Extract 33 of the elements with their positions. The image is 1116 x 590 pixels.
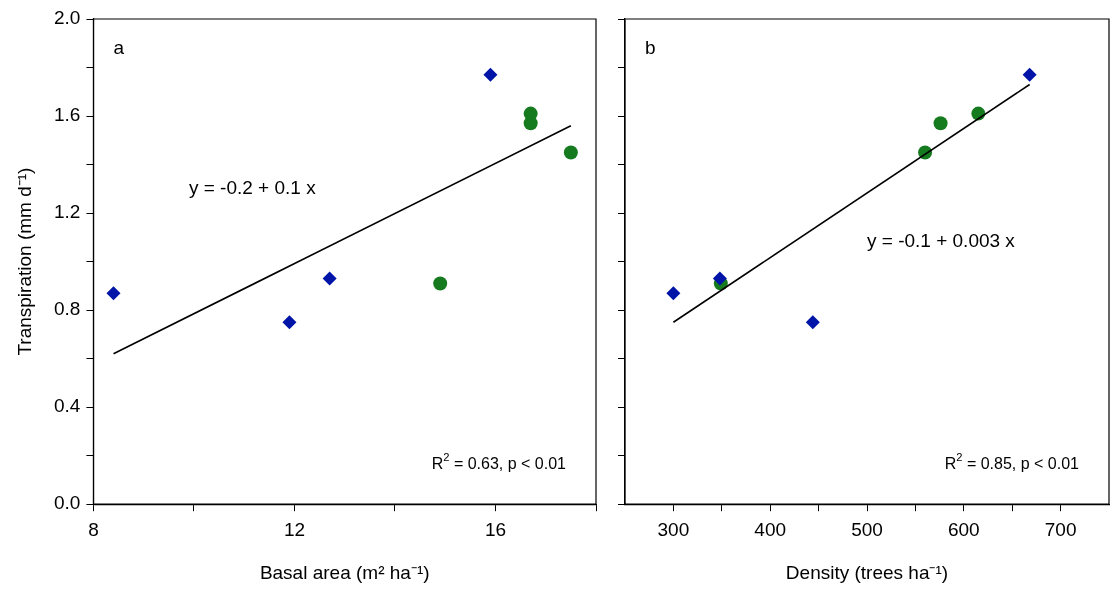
y-tick-label: 1.6 (53, 104, 81, 126)
x-axis-title: Density (trees ha⁻¹) (785, 562, 949, 584)
point (1022, 67, 1037, 82)
y-tick-label: 2.0 (53, 7, 81, 29)
x-tick-label: 400 (754, 518, 787, 540)
x-axis-title: Basal area (m² ha⁻¹) (259, 562, 430, 584)
point (933, 116, 948, 131)
point (282, 315, 297, 330)
point (433, 276, 448, 291)
annotation: y = -0.2 + 0.1 x (188, 177, 317, 199)
point (483, 67, 498, 82)
annotation: y = -0.1 + 0.003 x (867, 230, 1016, 252)
x-tick-label: 600 (947, 518, 980, 540)
x-tick-label: 12 (283, 518, 306, 540)
annotation: b (645, 37, 656, 59)
x-tick-label: 500 (851, 518, 883, 540)
x-tick-label: 16 (484, 518, 507, 540)
point (666, 286, 681, 301)
y-axis-title: Transpiration (mm d⁻¹) (14, 167, 36, 356)
point (805, 315, 820, 330)
point (523, 116, 538, 131)
y-tick-label: 1.2 (53, 201, 81, 223)
point (106, 286, 121, 301)
x-tick-label: 700 (1044, 518, 1077, 540)
point (322, 271, 337, 286)
x-tick-label: 8 (88, 518, 99, 540)
y-tick-label: 0.0 (53, 492, 81, 514)
x-tick-label: 300 (657, 518, 690, 540)
point (563, 145, 578, 160)
y-tick-label: 0.4 (53, 395, 81, 417)
point (712, 271, 727, 286)
y-tick-label: 0.8 (53, 298, 81, 320)
annotation: a (113, 37, 125, 59)
